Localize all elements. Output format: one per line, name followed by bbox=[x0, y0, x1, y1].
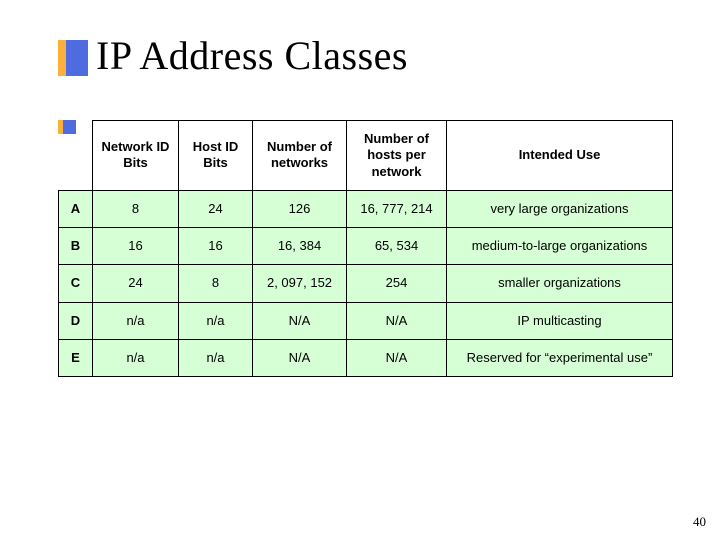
class-cell: C bbox=[59, 265, 93, 302]
title-accent bbox=[58, 40, 88, 76]
table-cell: N/A bbox=[347, 339, 447, 376]
table-cell: N/A bbox=[347, 302, 447, 339]
table-row: A82412616, 777, 214very large organizati… bbox=[59, 190, 673, 227]
table-header: Host ID Bits bbox=[179, 121, 253, 191]
class-cell: A bbox=[59, 190, 93, 227]
table-cell: N/A bbox=[253, 302, 347, 339]
small-accent bbox=[58, 120, 76, 134]
class-cell: E bbox=[59, 339, 93, 376]
table-header: Network ID Bits bbox=[93, 121, 179, 191]
page-number: 40 bbox=[693, 514, 706, 530]
slide: IP Address Classes Network ID BitsHost I… bbox=[0, 0, 720, 540]
table-header: Number of networks bbox=[253, 121, 347, 191]
table-cell: 2, 097, 152 bbox=[253, 265, 347, 302]
small-accent-blue bbox=[63, 120, 76, 134]
table-cell: very large organizations bbox=[447, 190, 673, 227]
ip-class-table-wrap: Network ID BitsHost ID BitsNumber of net… bbox=[58, 120, 672, 377]
table-cell: smaller organizations bbox=[447, 265, 673, 302]
table-row: B161616, 38465, 534medium-to-large organ… bbox=[59, 228, 673, 265]
table-cell: 8 bbox=[179, 265, 253, 302]
table-cell: medium-to-large organizations bbox=[447, 228, 673, 265]
table-cell: 126 bbox=[253, 190, 347, 227]
ip-class-table: Network ID BitsHost ID BitsNumber of net… bbox=[58, 120, 673, 377]
table-row: Dn/an/aN/AN/AIP multicasting bbox=[59, 302, 673, 339]
table-cell: n/a bbox=[93, 302, 179, 339]
table-cell: n/a bbox=[93, 339, 179, 376]
table-cell: 16, 384 bbox=[253, 228, 347, 265]
slide-title: IP Address Classes bbox=[96, 32, 408, 79]
table-row: En/an/aN/AN/AReserved for “experimental … bbox=[59, 339, 673, 376]
table-header: Number of hosts per network bbox=[347, 121, 447, 191]
table-cell: n/a bbox=[179, 302, 253, 339]
table-cell: n/a bbox=[179, 339, 253, 376]
table-cell: 65, 534 bbox=[347, 228, 447, 265]
table-cell: 8 bbox=[93, 190, 179, 227]
table-cell: IP multicasting bbox=[447, 302, 673, 339]
class-cell: D bbox=[59, 302, 93, 339]
table-cell: N/A bbox=[253, 339, 347, 376]
table-cell: 24 bbox=[93, 265, 179, 302]
table-cell: 16 bbox=[93, 228, 179, 265]
class-cell: B bbox=[59, 228, 93, 265]
table-cell: Reserved for “experimental use” bbox=[447, 339, 673, 376]
table-cell: 16 bbox=[179, 228, 253, 265]
table-row: C2482, 097, 152254smaller organizations bbox=[59, 265, 673, 302]
table-cell: 24 bbox=[179, 190, 253, 227]
table-cell: 254 bbox=[347, 265, 447, 302]
accent-yellow bbox=[58, 40, 66, 76]
table-header: Intended Use bbox=[447, 121, 673, 191]
table-cell: 16, 777, 214 bbox=[347, 190, 447, 227]
accent-blue bbox=[66, 40, 88, 76]
